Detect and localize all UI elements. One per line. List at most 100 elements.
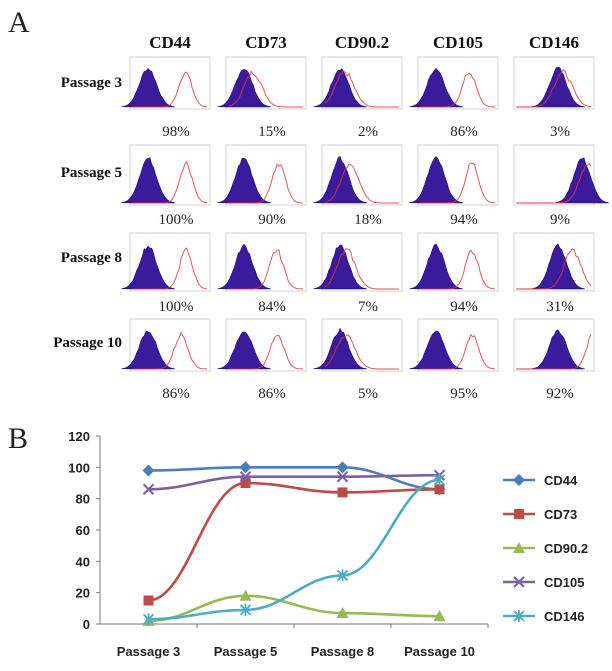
data-point: [336, 471, 349, 483]
series-cd146: [142, 473, 446, 626]
percent-label: 100%: [159, 212, 194, 228]
series-cd90-2: [142, 589, 446, 626]
legend-label: CD146: [544, 609, 584, 624]
marker-header: CD146: [529, 33, 579, 52]
series-line: [148, 473, 440, 491]
percent-label: 86%: [162, 386, 190, 402]
data-point: [337, 487, 348, 498]
legend-item: CD44: [503, 473, 578, 488]
passage-label: Passage 8: [61, 250, 122, 266]
data-point: [239, 603, 252, 616]
data-point: [142, 613, 155, 626]
histogram-cell: [409, 144, 499, 206]
histogram-cell: [313, 144, 403, 206]
percent-label: 94%: [450, 212, 478, 228]
histogram-cell: [217, 318, 307, 372]
sample-histogram: [324, 163, 399, 204]
series-line: [148, 594, 440, 623]
passage-label: Passage 3: [61, 75, 122, 91]
percent-label: 9%: [550, 212, 570, 228]
histogram-cell: [409, 56, 499, 110]
data-point: [239, 471, 252, 483]
sample-histogram: [517, 69, 592, 108]
sample-histogram: [324, 248, 399, 290]
marker-header: CD44: [149, 33, 191, 52]
histogram-cell: [121, 318, 211, 372]
marker-header: CD73: [245, 33, 287, 52]
y-tick-label: 0: [83, 617, 90, 632]
sample-histogram: [517, 162, 592, 204]
control-histogram: [121, 157, 175, 204]
sample-histogram: [133, 247, 208, 290]
x-tick-label: Passage 3: [117, 644, 181, 659]
y-tick-label: 80: [76, 492, 90, 507]
chart-axes: 0 20 40 60 80 100 120 Passage 3 Passage 5 Passage…: [68, 429, 489, 659]
sample-histogram: [229, 335, 304, 370]
histogram-cell: [513, 56, 595, 110]
control-histogram: [121, 330, 175, 370]
data-point: [240, 478, 251, 488]
sample-histogram: [133, 331, 208, 370]
data-point: [433, 473, 446, 486]
histogram-cell: [409, 232, 499, 292]
sample-histogram: [133, 71, 208, 108]
data-point: [336, 607, 349, 619]
legend-item: CD73: [503, 507, 577, 522]
y-tick-label: 20: [76, 586, 90, 601]
sample-histogram: [421, 162, 496, 204]
sample-histogram: [421, 249, 496, 290]
control-histogram: [121, 68, 175, 108]
sample-histogram: [133, 160, 208, 204]
x-tick-label: Passage 8: [311, 644, 375, 659]
chart-legend: CD44 CD73 CD90.2 CD105 CD146: [503, 473, 588, 624]
x-tick-label: Passage 10: [404, 644, 475, 659]
sample-histogram: [229, 163, 304, 204]
control-histogram: [313, 327, 367, 370]
data-point: [142, 483, 155, 495]
data-point: [239, 461, 252, 474]
percent-label: 94%: [450, 299, 478, 315]
series-line: [148, 481, 440, 602]
legend-swatch-marker: [513, 610, 525, 622]
control-histogram: [313, 68, 367, 108]
histogram-cell: [513, 232, 595, 292]
histogram-cell: [217, 144, 307, 206]
histogram-cell: [513, 318, 595, 372]
series-line: [148, 466, 440, 491]
percent-label: 86%: [258, 386, 286, 402]
passage-label: Passage 10: [53, 335, 122, 351]
percent-label: 95%: [450, 386, 478, 402]
legend-label: CD105: [544, 575, 584, 590]
percent-label: 5%: [358, 386, 378, 402]
percent-label: 86%: [450, 124, 478, 140]
histogram-cell: [217, 232, 307, 292]
sample-histogram: [228, 70, 303, 108]
y-tick-label: 40: [76, 554, 90, 569]
data-point: [434, 484, 445, 495]
legend-label: CD44: [544, 473, 578, 488]
data-point: [239, 589, 252, 601]
control-histogram: [313, 155, 367, 204]
histogram-cell: [217, 56, 307, 110]
sample-histogram: [517, 333, 592, 370]
series-cd105: [142, 469, 446, 495]
percent-label: 90%: [258, 212, 286, 228]
percent-label: 100%: [159, 299, 194, 315]
data-point: [336, 461, 349, 474]
series-cd73: [143, 478, 445, 606]
sample-histogram: [324, 70, 399, 108]
control-histogram: [313, 244, 367, 290]
percent-label: 3%: [550, 124, 570, 140]
legend-item: CD105: [503, 575, 584, 590]
histogram-cell: [313, 318, 403, 372]
control-histogram: [515, 157, 609, 204]
legend-swatch-marker: [513, 474, 525, 486]
panel-a-histogram-grid: CD44 CD73 CD90.2 CD105 CD146 Passage 3 98% 15% 2…: [53, 33, 609, 402]
percent-label: 92%: [546, 386, 574, 402]
legend-item: CD146: [503, 609, 584, 624]
panel-b-line-chart: 0 20 40 60 80 100 120 Passage 3 Passage 5 Passage…: [68, 429, 588, 659]
histogram-cell: [121, 144, 211, 206]
percent-label: 84%: [258, 299, 286, 315]
y-tick-label: 120: [68, 429, 90, 444]
legend-label: CD73: [544, 507, 577, 522]
